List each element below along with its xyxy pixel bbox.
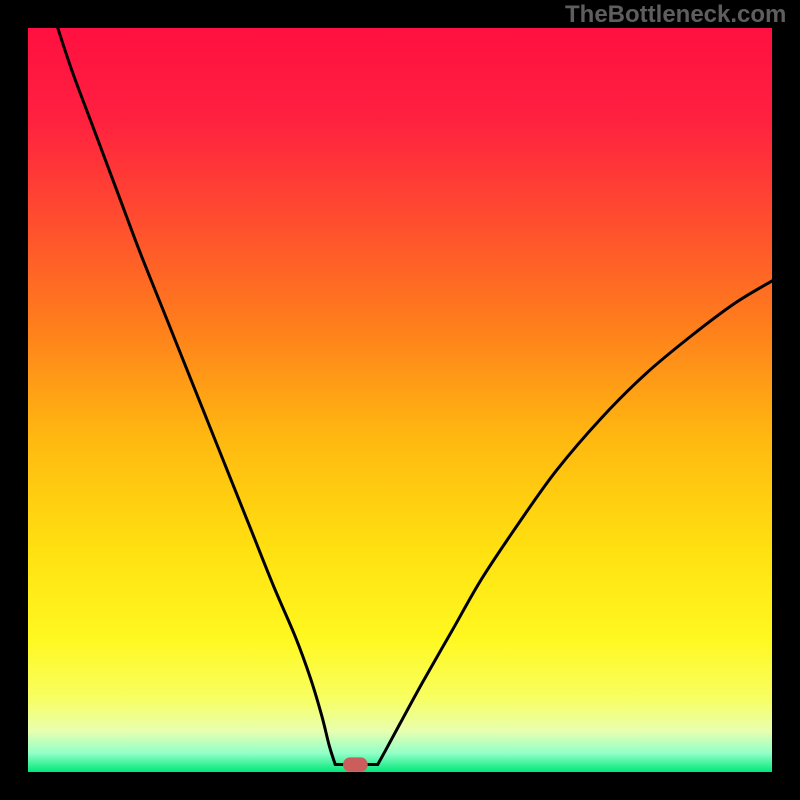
minimum-marker (343, 758, 367, 771)
plot-area (28, 28, 772, 772)
chart-container: TheBottleneck.com (0, 0, 800, 800)
curve-left-arm (58, 28, 336, 765)
curve-overlay (28, 28, 772, 772)
watermark-text: TheBottleneck.com (565, 1, 786, 29)
curve-right-arm (378, 281, 772, 765)
